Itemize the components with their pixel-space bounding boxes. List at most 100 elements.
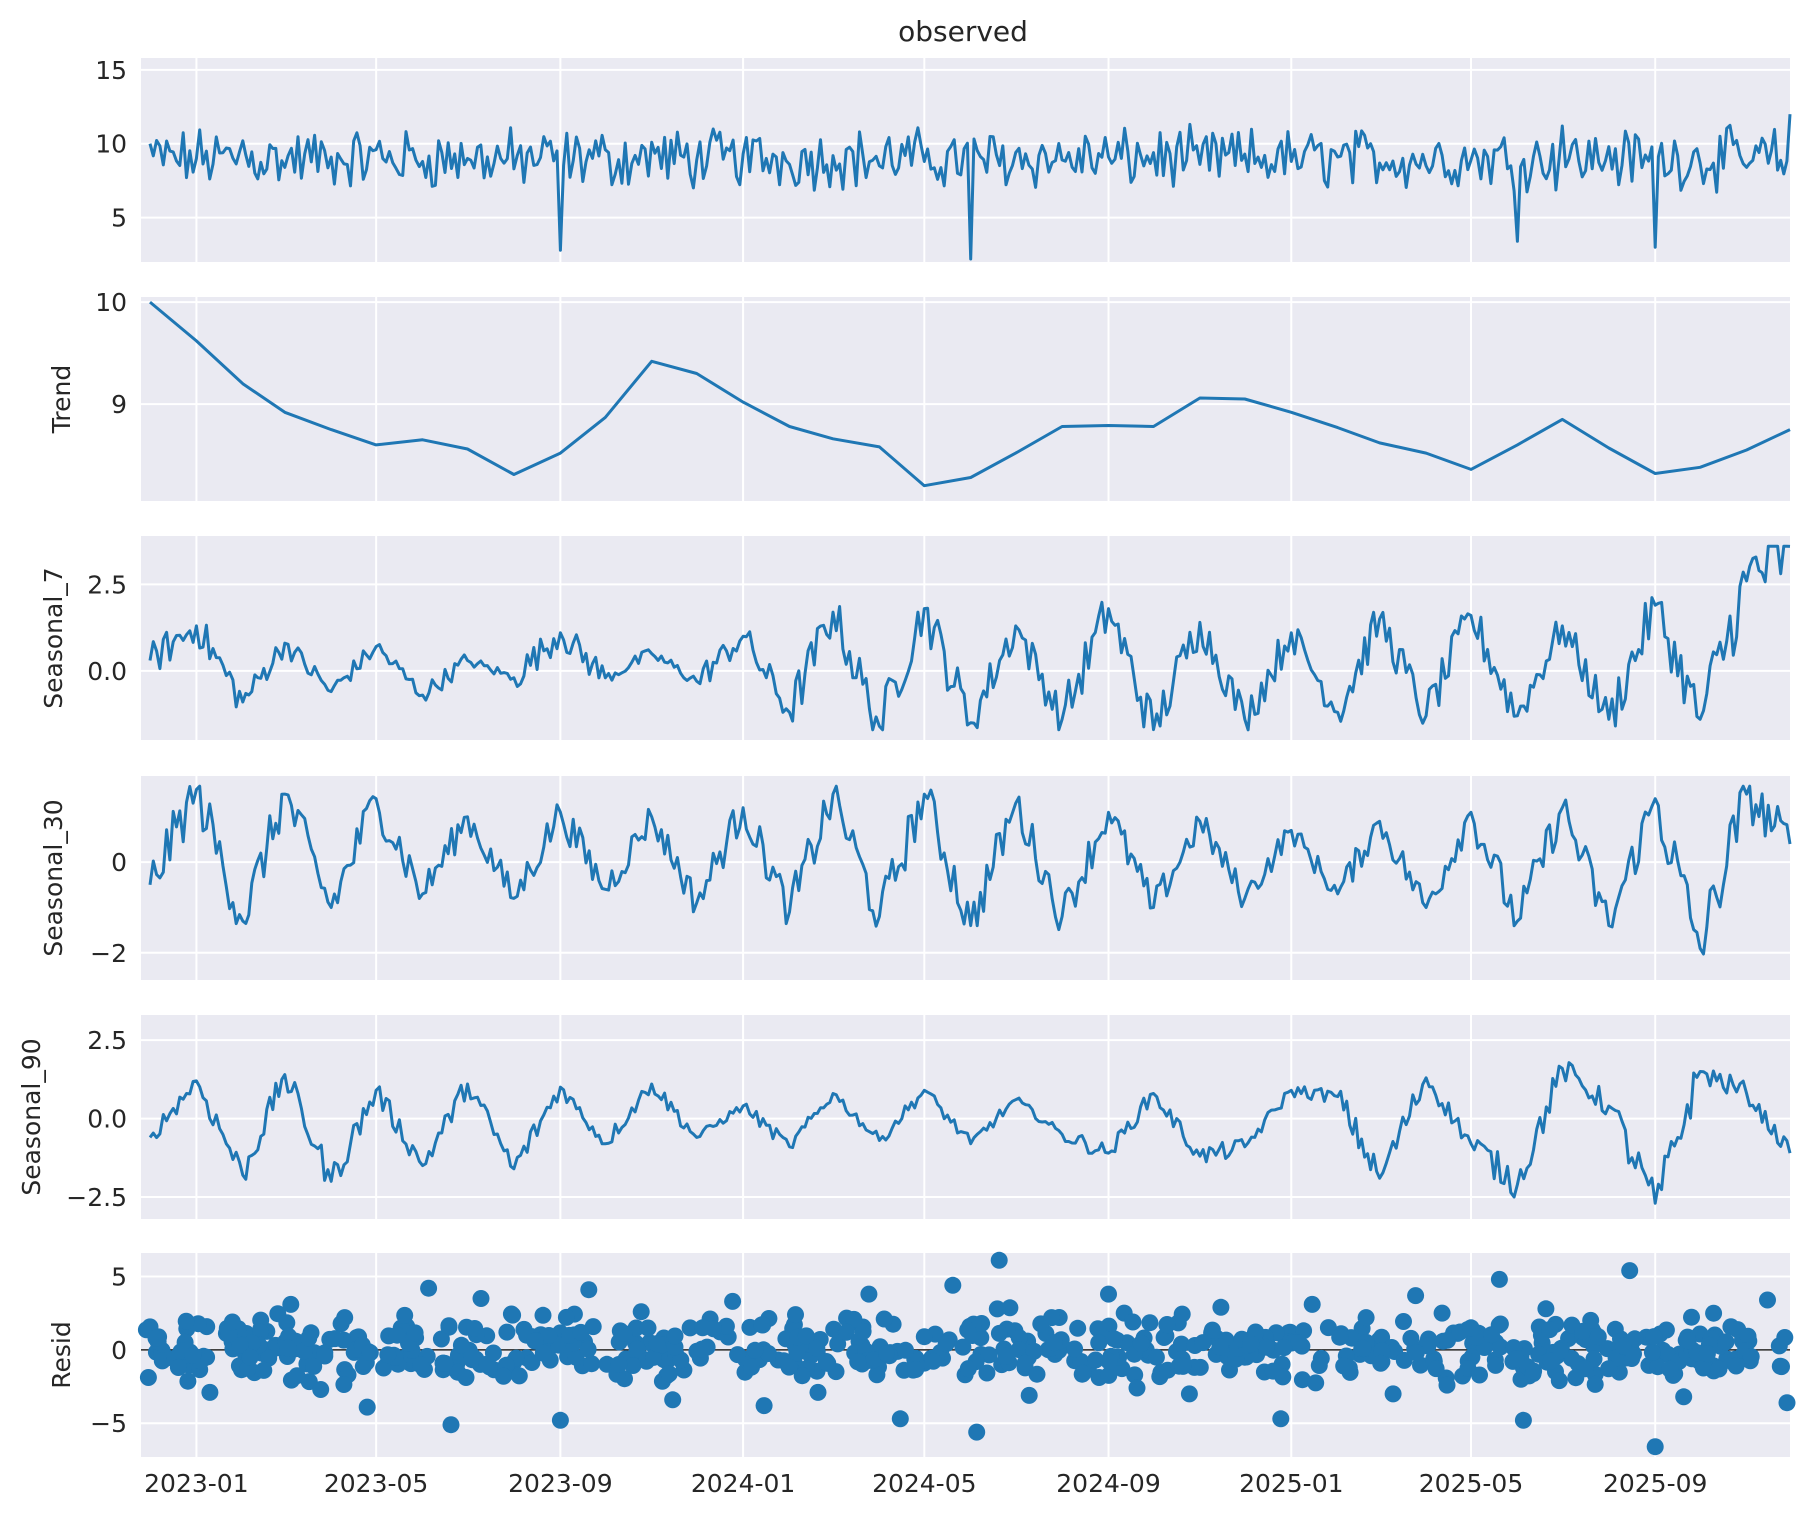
y-tick-label: −2 [90, 939, 127, 968]
resid-point [1717, 1333, 1735, 1351]
resid-point [1212, 1298, 1230, 1316]
resid-point [1343, 1329, 1361, 1347]
resid-point [743, 1358, 760, 1376]
y-tick-label: −5 [90, 1409, 127, 1438]
resid-point [1069, 1319, 1087, 1337]
x-tick-label: 2023-09 [508, 1469, 612, 1498]
resid-point [1439, 1331, 1456, 1349]
resid-point [567, 1348, 585, 1366]
resid-point [326, 1330, 344, 1348]
resid-point [865, 1351, 883, 1369]
resid-point [179, 1372, 197, 1390]
resid-point [523, 1354, 541, 1371]
resid-point [534, 1306, 552, 1324]
resid-point [1645, 1328, 1663, 1346]
resid-point [1698, 1345, 1716, 1363]
resid-point [1514, 1411, 1532, 1429]
resid-point [1742, 1348, 1760, 1366]
resid-point [1010, 1341, 1028, 1359]
resid-point [990, 1324, 1008, 1342]
resid-point [510, 1367, 528, 1385]
resid-point [184, 1346, 202, 1364]
resid-point [1132, 1335, 1150, 1352]
resid-point [860, 1285, 878, 1303]
resid-point [829, 1335, 847, 1353]
x-tick-label: 2023-05 [324, 1469, 428, 1498]
resid-point [1778, 1394, 1796, 1412]
resid-point [724, 1292, 742, 1310]
resid-point [1020, 1386, 1038, 1404]
resid-point [358, 1398, 376, 1416]
resid-point [1705, 1304, 1723, 1322]
resid-point [1203, 1321, 1221, 1339]
resid-point [746, 1341, 764, 1359]
y-axis-label: Seasonal_90 [17, 1038, 46, 1195]
resid-point [755, 1397, 773, 1415]
panel-background [141, 1015, 1790, 1219]
resid-point [420, 1279, 438, 1297]
resid-point [897, 1341, 914, 1359]
resid-point [1694, 1358, 1712, 1376]
resid-point [295, 1342, 313, 1360]
x-tick-label: 2024-05 [872, 1469, 976, 1498]
resid-point [1172, 1335, 1190, 1353]
x-tick-label: 2024-01 [691, 1469, 795, 1498]
resid-point [305, 1357, 323, 1375]
resid-point [632, 1303, 650, 1321]
resid-point [1303, 1295, 1321, 1313]
resid-point [729, 1346, 747, 1364]
series-line-observed [148, 114, 1792, 261]
resid-point [557, 1308, 575, 1326]
resid-point [1683, 1308, 1700, 1326]
resid-point [1141, 1314, 1159, 1332]
resid-point [809, 1383, 827, 1401]
resid-point [279, 1339, 297, 1357]
panel-observed: 5 10 15 [95, 56, 1792, 262]
resid-point [1105, 1330, 1123, 1348]
resid-point [1487, 1356, 1505, 1374]
resid-point [457, 1369, 475, 1386]
resid-point [854, 1323, 872, 1340]
resid-point [412, 1356, 430, 1374]
y-tick-label: 0.0 [87, 1105, 127, 1134]
resid-point [693, 1340, 711, 1358]
panel-resid: −5 0 5 Resid [47, 1251, 1796, 1457]
resid-point [1427, 1360, 1445, 1378]
resid-point [147, 1329, 165, 1347]
x-tick-label: 2025-09 [1603, 1469, 1707, 1498]
resid-point [223, 1313, 241, 1331]
resid-point [255, 1361, 273, 1379]
resid-point [1483, 1326, 1500, 1344]
resid-point [452, 1336, 470, 1354]
y-tick-label: 5 [111, 1262, 127, 1291]
resid-point [432, 1330, 450, 1348]
resid-point [1158, 1316, 1176, 1334]
resid-point [1293, 1371, 1311, 1389]
resid-point [1679, 1332, 1697, 1350]
resid-point [1043, 1309, 1061, 1327]
panel-seasonal_30: −2 0 Seasonal_30 [39, 776, 1792, 980]
resid-point [1307, 1374, 1325, 1392]
resid-point [797, 1327, 815, 1345]
x-tick-label: 2024-09 [1056, 1469, 1160, 1498]
resid-point [300, 1329, 318, 1347]
y-tick-label: −2.5 [66, 1183, 127, 1212]
resid-point [875, 1310, 893, 1328]
resid-point [1507, 1350, 1525, 1368]
resid-point [1028, 1365, 1046, 1383]
chart-title: observed [898, 15, 1028, 48]
resid-point [1773, 1358, 1790, 1376]
resid-point [628, 1340, 646, 1358]
resid-point [1211, 1338, 1229, 1356]
resid-point [139, 1369, 157, 1386]
resid-point [1090, 1334, 1108, 1352]
resid-point [1407, 1287, 1425, 1305]
resid-point [540, 1327, 558, 1344]
panel-seasonal_90: −2.5 0.0 2.5 Seasonal_90 [17, 1015, 1792, 1219]
resid-point [759, 1345, 777, 1362]
resid-point [1147, 1348, 1165, 1366]
resid-point [580, 1281, 598, 1299]
resid-point [907, 1361, 925, 1378]
resid-point [924, 1352, 942, 1370]
